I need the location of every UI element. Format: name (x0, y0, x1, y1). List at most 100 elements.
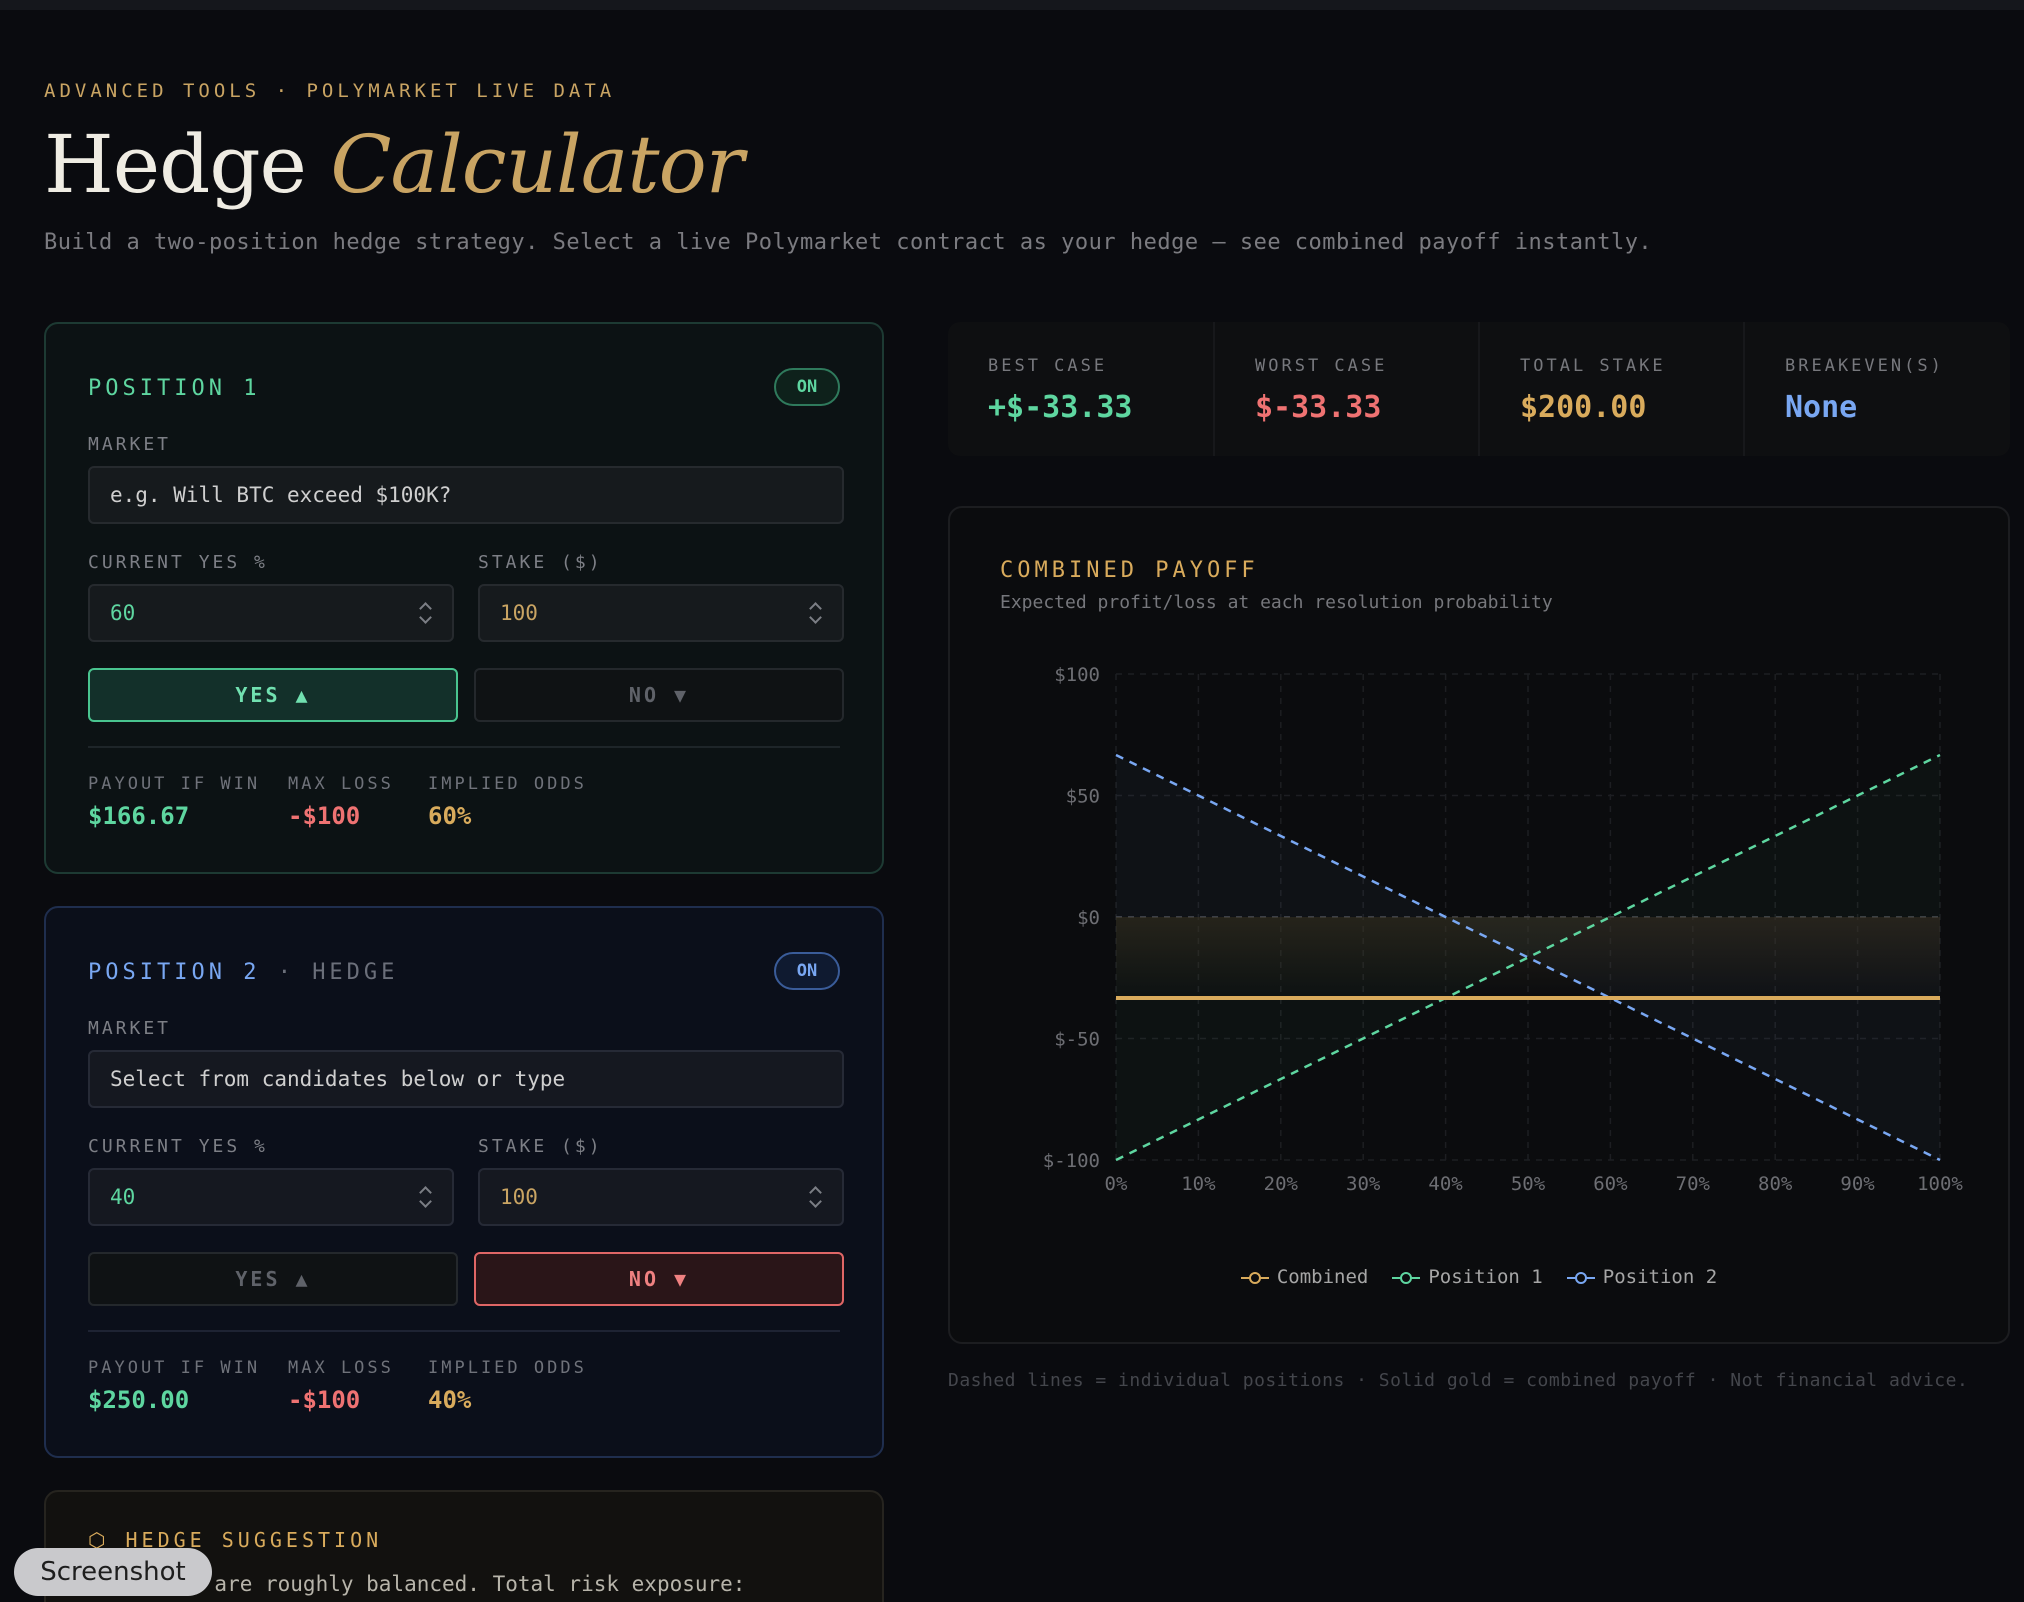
legend-swatch-icon (1392, 1271, 1421, 1285)
title-accent: Calculator (330, 118, 744, 211)
eyebrow: ADVANCED TOOLS · POLYMARKET LIVE DATA (44, 80, 616, 102)
legend-swatch-icon (1566, 1271, 1595, 1285)
market-label: MARKET (88, 434, 172, 455)
legend-label: Combined (1276, 1266, 1369, 1288)
x-tick-label: 40% (1428, 1173, 1463, 1195)
market-input[interactable]: Select from candidates below or type (88, 1050, 844, 1108)
title-main: Hedge (44, 118, 331, 211)
implied-odds-label: IMPLIED ODDS (428, 774, 587, 794)
summary-value: +$-33.33 (988, 390, 1133, 425)
position-1-header: POSITION 1 ON (88, 368, 840, 408)
position-2-card: POSITION 2 · HEDGE ON MARKET Select from… (44, 906, 884, 1458)
yes-pct-label: CURRENT YES % (88, 1136, 268, 1157)
x-tick-label: 70% (1676, 1173, 1711, 1195)
x-tick-label: 80% (1758, 1173, 1793, 1195)
market-input[interactable]: e.g. Will BTC exceed $100K? (88, 466, 844, 524)
summary-label: WORST CASE (1255, 356, 1388, 376)
summary-value: $-33.33 (1255, 390, 1382, 425)
chart-subtitle: Expected profit/loss at each resolution … (1000, 592, 1553, 613)
max-loss-value: -$100 (288, 802, 361, 830)
stepper-icon[interactable] (810, 600, 822, 626)
legend-item-position-1[interactable]: Position 1 (1392, 1266, 1543, 1288)
market-label: MARKET (88, 1018, 172, 1039)
implied-odds-value: 60% (428, 802, 472, 830)
position-1-card: POSITION 1 ON MARKET e.g. Will BTC excee… (44, 322, 884, 874)
y-tick-label: $-100 (1043, 1150, 1100, 1172)
summary-label: TOTAL STAKE (1520, 356, 1666, 376)
x-tick-label: 100% (1917, 1173, 1963, 1195)
summary-breakeven: BREAKEVEN(S) None (1743, 322, 2008, 456)
yes-pct-value: 60 (110, 601, 136, 625)
summary-total-stake: TOTAL STAKE $200.00 (1478, 322, 1743, 456)
x-tick-label: 30% (1346, 1173, 1381, 1195)
chart-footnote: Dashed lines = individual positions · So… (948, 1370, 1969, 1391)
stepper-icon[interactable] (420, 1184, 432, 1210)
stake-label: STAKE ($) (478, 1136, 603, 1157)
y-tick-label: $-50 (1054, 1029, 1100, 1051)
stake-input[interactable]: 100 (478, 1168, 844, 1226)
position-2-toggle[interactable]: ON (774, 952, 840, 990)
stepper-icon[interactable] (420, 600, 432, 626)
stepper-icon[interactable] (810, 1184, 822, 1210)
no-button[interactable]: NO ▼ (474, 668, 844, 722)
position-1-toggle[interactable]: ON (774, 368, 840, 406)
legend-label: Position 2 (1602, 1266, 1718, 1288)
stake-label: STAKE ($) (478, 552, 603, 573)
x-tick-label: 60% (1593, 1173, 1628, 1195)
yes-pct-input[interactable]: 60 (88, 584, 454, 642)
max-loss-label: MAX LOSS (288, 1358, 394, 1378)
combined-loss-area (1116, 917, 1940, 998)
max-loss-value: -$100 (288, 1386, 361, 1414)
x-tick-label: 0% (1105, 1173, 1128, 1195)
chart-title: COMBINED PAYOFF (1000, 558, 1259, 583)
y-tick-label: $0 (1077, 907, 1100, 929)
x-tick-label: 20% (1264, 1173, 1299, 1195)
implied-odds-label: IMPLIED ODDS (428, 1358, 587, 1378)
stake-value: 100 (500, 1185, 538, 1209)
position-2-line (1115, 753, 1941, 1162)
payout-value: $166.67 (88, 802, 190, 830)
x-tick-label: 10% (1181, 1173, 1216, 1195)
summary-label: BEST CASE (988, 356, 1108, 376)
yes-button[interactable]: YES ▲ (88, 668, 458, 722)
summary-value: $200.00 (1520, 390, 1647, 425)
stake-value: 100 (500, 601, 538, 625)
payout-label: PAYOUT IF WIN (88, 774, 261, 794)
position-2-title-sub: · HEDGE (260, 960, 399, 985)
position-2-title: POSITION 2 · HEDGE (88, 960, 398, 985)
payout-label: PAYOUT IF WIN (88, 1358, 261, 1378)
yes-button[interactable]: YES ▲ (88, 1252, 458, 1306)
stake-input[interactable]: 100 (478, 584, 844, 642)
divider (88, 1330, 840, 1332)
summary-value: None (1785, 390, 1858, 425)
position-1-line (1115, 753, 1941, 1162)
summary-best-case: BEST CASE +$-33.33 (948, 322, 1213, 456)
page-subtitle: Build a two-position hedge strategy. Sel… (44, 230, 1653, 255)
divider (88, 746, 840, 748)
position-2-header: POSITION 2 · HEDGE ON (88, 952, 840, 992)
summary-worst-case: WORST CASE $-33.33 (1213, 322, 1478, 456)
y-tick-label: $100 (1054, 664, 1100, 686)
summary-strip: BEST CASE +$-33.33 WORST CASE $-33.33 TO… (948, 322, 2010, 456)
summary-label: BREAKEVEN(S) (1785, 356, 1944, 376)
position-1-title: POSITION 1 (88, 376, 261, 401)
legend-item-position-2[interactable]: Position 2 (1566, 1266, 1718, 1288)
yes-pct-input[interactable]: 40 (88, 1168, 454, 1226)
yes-pct-value: 40 (110, 1185, 136, 1209)
x-tick-label: 90% (1840, 1173, 1875, 1195)
legend-swatch-icon (1240, 1271, 1269, 1285)
legend-item-combined[interactable]: Combined (1240, 1266, 1369, 1288)
chart-legend: Combined Position 1 Position 2 (950, 1266, 2008, 1288)
legend-label: Position 1 (1428, 1266, 1543, 1288)
screenshot-toast[interactable]: Screenshot (14, 1548, 212, 1596)
y-tick-label: $50 (1066, 786, 1100, 808)
position-2-title-main: POSITION 2 (88, 960, 261, 985)
page-title: Hedge Calculator (44, 118, 744, 211)
max-loss-label: MAX LOSS (288, 774, 394, 794)
no-button[interactable]: NO ▼ (474, 1252, 844, 1306)
top-bar (0, 0, 2024, 10)
x-tick-label: 50% (1511, 1173, 1546, 1195)
payout-value: $250.00 (88, 1386, 190, 1414)
implied-odds-value: 40% (428, 1386, 472, 1414)
